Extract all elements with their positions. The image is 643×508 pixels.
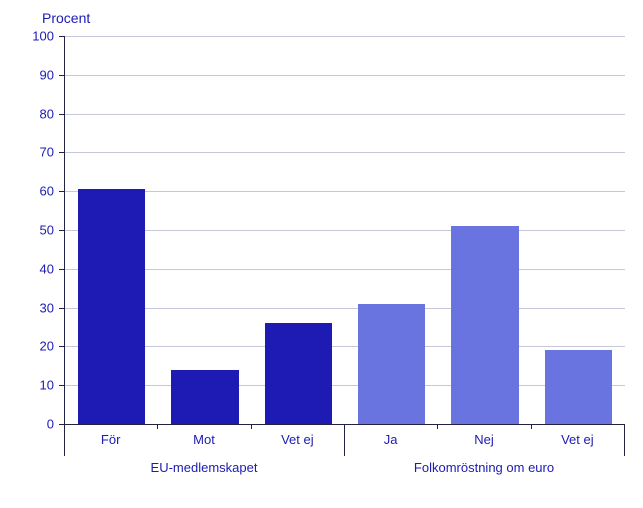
bar — [78, 189, 145, 424]
y-tick-mark — [59, 36, 64, 37]
x-category-label: Nej — [474, 432, 494, 447]
y-tick-label: 80 — [0, 106, 54, 121]
x-category-label: För — [101, 432, 121, 447]
gridline — [65, 36, 625, 37]
y-tick-mark — [59, 191, 64, 192]
y-tick-mark — [59, 308, 64, 309]
y-tick-mark — [59, 75, 64, 76]
gridline — [65, 114, 625, 115]
y-tick-label: 100 — [0, 29, 54, 44]
y-tick-label: 30 — [0, 300, 54, 315]
y-tick-mark — [59, 346, 64, 347]
y-tick-label: 50 — [0, 223, 54, 238]
y-tick-label: 0 — [0, 417, 54, 432]
y-tick-mark — [59, 230, 64, 231]
x-group-label: EU-medlemskapet — [151, 460, 258, 475]
y-axis-title: Procent — [42, 10, 90, 26]
x-category-label: Vet ej — [561, 432, 594, 447]
y-tick-label: 20 — [0, 339, 54, 354]
gridline — [65, 385, 625, 386]
y-tick-mark — [59, 269, 64, 270]
y-tick-mark — [59, 152, 64, 153]
x-group-tick — [624, 424, 625, 456]
plot-area — [64, 36, 625, 425]
y-tick-label: 70 — [0, 145, 54, 160]
x-tick-mark — [251, 424, 252, 429]
y-tick-label: 40 — [0, 261, 54, 276]
y-tick-label: 60 — [0, 184, 54, 199]
x-tick-mark — [157, 424, 158, 429]
x-category-label: Mot — [193, 432, 215, 447]
x-category-label: Ja — [384, 432, 398, 447]
gridline — [65, 269, 625, 270]
y-tick-mark — [59, 385, 64, 386]
bar — [265, 323, 332, 424]
bar-chart: Procent 0 10 20 30 40 50 60 70 80 90 100 För Mot Vet e… — [0, 0, 643, 508]
y-tick-label: 10 — [0, 378, 54, 393]
gridline — [65, 308, 625, 309]
gridline — [65, 346, 625, 347]
bar — [545, 350, 612, 424]
y-tick-mark — [59, 114, 64, 115]
x-tick-mark — [437, 424, 438, 429]
x-group-tick — [344, 424, 345, 456]
x-group-label: Folkomröstning om euro — [414, 460, 554, 475]
x-tick-mark — [531, 424, 532, 429]
gridline — [65, 230, 625, 231]
bar — [451, 226, 518, 424]
gridline — [65, 152, 625, 153]
x-category-label: Vet ej — [281, 432, 314, 447]
y-tick-label: 90 — [0, 67, 54, 82]
gridline — [65, 191, 625, 192]
bar — [358, 304, 425, 424]
x-group-tick — [64, 424, 65, 456]
gridline — [65, 75, 625, 76]
bar — [171, 370, 238, 424]
